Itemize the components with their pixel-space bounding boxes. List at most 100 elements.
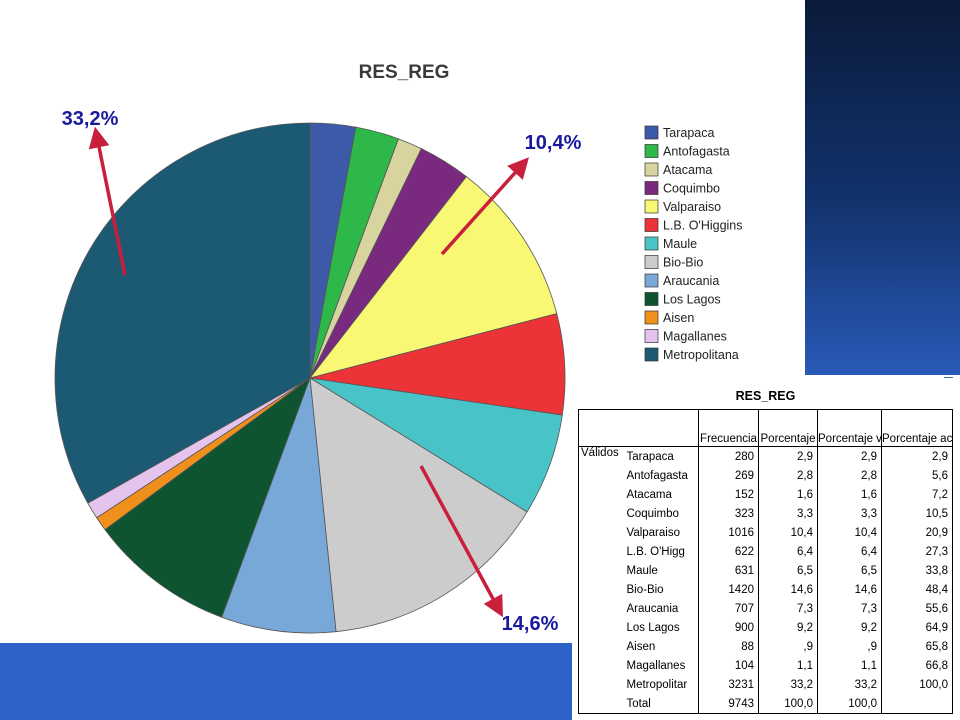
legend-swatch xyxy=(644,162,659,177)
cell-frecuencia: 631 xyxy=(698,561,759,580)
annotation-label: 33,2% xyxy=(62,108,119,130)
legend-swatch xyxy=(644,181,659,195)
legend-label: Los Lagos xyxy=(663,293,721,307)
decor-dash xyxy=(944,377,953,378)
header-porcentaje-acumulado: Porcentaje acumulado xyxy=(881,409,953,447)
table-row: Valparaiso 1016 10,4 10,4 20,9 xyxy=(579,523,953,542)
header-porcentaje-valido: Porcentaje válido xyxy=(817,409,882,447)
cell-porcentaje-valido: 7,3 xyxy=(817,599,882,618)
legend-label: Tarapaca xyxy=(663,126,714,140)
legend-label: Antofagasta xyxy=(663,145,730,159)
table-row: Metropolitar 3231 33,2 33,2 100,0 xyxy=(579,675,953,694)
cell-frecuencia: 152 xyxy=(698,485,759,504)
table-row: Maule 631 6,5 6,5 33,8 xyxy=(579,561,953,580)
legend-swatch xyxy=(644,347,659,362)
legend-label: Araucania xyxy=(663,274,719,288)
table-body: Válidos Tarapaca 280 2,9 2,9 2,9 Antofagasta 26… xyxy=(578,446,953,714)
cell-frecuencia: 88 xyxy=(698,637,759,656)
cell-frecuencia: 9743 xyxy=(698,694,759,714)
cell-frecuencia: 104 xyxy=(698,656,759,675)
cell-porcentaje: 2,8 xyxy=(758,466,818,485)
cell-porcentaje-valido: 100,0 xyxy=(817,694,882,714)
cell-frecuencia: 1016 xyxy=(698,523,759,542)
legend-swatch xyxy=(644,292,659,306)
cell-porcentaje-acumulado: 5,6 xyxy=(881,466,953,485)
chart-legend: Tarapaca Antofagasta Atacama Coquimbo Valpar… xyxy=(644,125,743,362)
row-label: Maule xyxy=(626,564,658,577)
row-label: Aisen xyxy=(626,640,656,653)
table-group-label: Válidos xyxy=(578,446,625,714)
cell-porcentaje-valido: 10,4 xyxy=(817,523,882,542)
cell-porcentaje-acumulado: 20,9 xyxy=(881,523,953,542)
frequency-table: RES_REG Frecuencia Porcentaje Porcentaje… xyxy=(578,383,953,714)
cell-porcentaje-acumulado: 2,9 xyxy=(881,446,953,466)
cell-porcentaje-valido: 3,3 xyxy=(817,504,882,523)
chart-title: RES_REG xyxy=(359,62,450,83)
cell-frecuencia: 622 xyxy=(698,542,759,561)
cell-porcentaje: 2,9 xyxy=(758,446,818,466)
cell-frecuencia: 1420 xyxy=(698,580,759,599)
pie-slice-los-lagos xyxy=(104,376,311,618)
cell-porcentaje: 9,2 xyxy=(758,618,818,637)
pie-slices xyxy=(54,122,566,634)
pie-slice-bio-bio xyxy=(309,377,528,633)
legend-swatch xyxy=(644,218,659,232)
table-row: Magallanes 104 1,1 1,1 66,8 xyxy=(579,656,953,675)
cell-porcentaje: 6,4 xyxy=(758,542,818,561)
cell-porcentaje: 1,1 xyxy=(758,656,818,675)
annotation-arrows: 33,2% 10,4% 14,6% xyxy=(62,108,582,635)
cell-porcentaje-acumulado: 65,8 xyxy=(881,637,953,656)
row-label: Metropolitar xyxy=(626,678,688,691)
row-label: Magallanes xyxy=(626,659,686,672)
bottom-decor-bar xyxy=(0,643,572,720)
row-label: Coquimbo xyxy=(626,507,679,520)
annotation-label: 10,4% xyxy=(525,132,582,154)
table-row: Bio-Bio 1420 14,6 14,6 48,4 xyxy=(579,580,953,599)
row-label: Valparaiso xyxy=(626,526,681,539)
legend-label: Valparaiso xyxy=(663,200,721,214)
cell-porcentaje-acumulado xyxy=(881,694,953,714)
row-label: Tarapaca xyxy=(626,450,674,463)
legend-swatch xyxy=(644,199,659,214)
pie-slice-metropolitana xyxy=(54,122,311,504)
header-porcentaje: Porcentaje xyxy=(758,409,818,447)
table-row: Total 9743 100,0 100,0 xyxy=(579,694,953,714)
cell-porcentaje: 14,6 xyxy=(758,580,818,599)
legend-label: Atacama xyxy=(663,163,712,177)
row-label: Antofagasta xyxy=(626,469,688,482)
table-row: Atacama 152 1,6 1,6 7,2 xyxy=(579,485,953,504)
legend-label: Coquimbo xyxy=(663,182,720,196)
legend-swatch xyxy=(644,255,659,269)
cell-porcentaje-acumulado: 48,4 xyxy=(881,580,953,599)
table-header-blank xyxy=(578,409,699,447)
legend-swatch xyxy=(644,329,659,343)
pie-chart: RES_REG Tarapaca Antofagasta Atacama Coquim… xyxy=(54,62,743,635)
cell-porcentaje-valido: 2,8 xyxy=(817,466,882,485)
legend-swatch xyxy=(644,273,659,288)
annotation-arrow-valparaiso xyxy=(440,157,530,256)
cell-frecuencia: 323 xyxy=(698,504,759,523)
legend-label: Aisen xyxy=(663,311,694,325)
legend-swatch xyxy=(644,125,659,140)
cell-porcentaje-valido: 9,2 xyxy=(817,618,882,637)
legend-swatch xyxy=(644,310,659,325)
annotation-label: 14,6% xyxy=(502,613,559,635)
cell-porcentaje: 1,6 xyxy=(758,485,818,504)
legend-swatch xyxy=(644,144,659,158)
cell-porcentaje-valido: 14,6 xyxy=(817,580,882,599)
cell-porcentaje-valido: 6,5 xyxy=(817,561,882,580)
cell-porcentaje: 100,0 xyxy=(758,694,818,714)
cell-porcentaje: 3,3 xyxy=(758,504,818,523)
cell-porcentaje-valido: 2,9 xyxy=(817,446,882,466)
cell-porcentaje: 6,5 xyxy=(758,561,818,580)
table-row: Coquimbo 323 3,3 3,3 10,5 xyxy=(579,504,953,523)
cell-porcentaje-acumulado: 7,2 xyxy=(881,485,953,504)
cell-porcentaje-valido: 6,4 xyxy=(817,542,882,561)
cell-porcentaje: ,9 xyxy=(758,637,818,656)
cell-porcentaje: 33,2 xyxy=(758,675,818,694)
cell-porcentaje: 7,3 xyxy=(758,599,818,618)
pie-slice-araucania xyxy=(221,377,337,634)
table-row: Antofagasta 269 2,8 2,8 5,6 xyxy=(579,466,953,485)
table-row: L.B. O'Higg 622 6,4 6,4 27,3 xyxy=(579,542,953,561)
legend-label: L.B. O'Higgins xyxy=(663,219,743,233)
